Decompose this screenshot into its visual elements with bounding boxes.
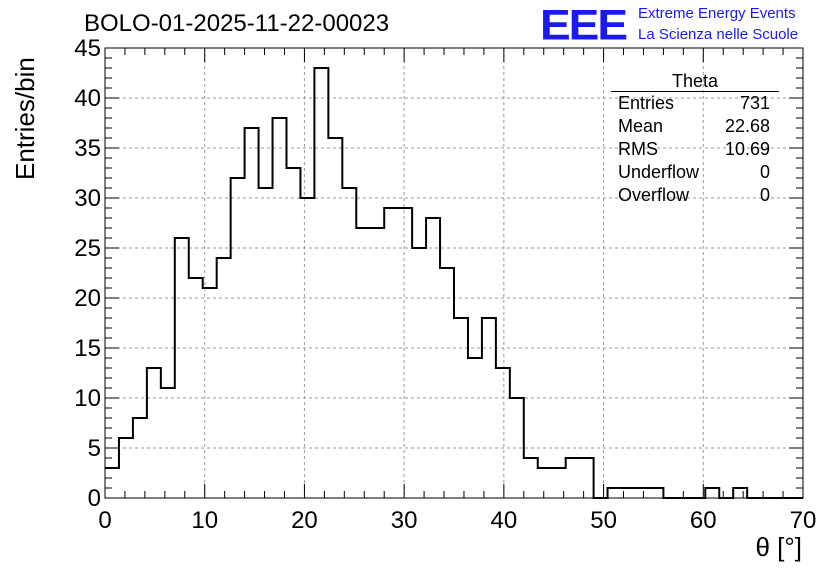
x-tick-label: 40 xyxy=(491,507,518,534)
stats-label: Entries xyxy=(618,93,675,113)
y-tick-label: 10 xyxy=(74,385,101,412)
x-tick-label: 30 xyxy=(391,507,418,534)
y-tick-label: 20 xyxy=(74,285,101,312)
x-tick-label: 10 xyxy=(191,507,218,534)
stats-label: RMS xyxy=(618,139,658,159)
x-axis-label: θ [°] xyxy=(755,532,802,562)
y-tick-label: 40 xyxy=(74,85,101,112)
stats-label: Mean xyxy=(618,116,664,136)
x-tick-label: 60 xyxy=(690,507,717,534)
x-tick-label: 50 xyxy=(590,507,617,534)
stats-value: 0 xyxy=(759,162,770,182)
y-tick-label: 35 xyxy=(74,135,101,162)
y-tick-label: 0 xyxy=(88,485,101,512)
y-tick-label: 25 xyxy=(74,235,101,262)
logo-caption: Extreme Energy Events La Scienza nelle S… xyxy=(638,3,798,45)
x-tick-label: 70 xyxy=(790,507,817,534)
stats-label: Overflow xyxy=(618,185,690,205)
logo-caption-line1: Extreme Energy Events xyxy=(638,5,796,22)
logo-caption-line2: La Scienza nelle Scuole xyxy=(638,26,799,43)
stats-value: 731 xyxy=(739,93,770,113)
histogram-series xyxy=(105,67,803,499)
plot-frame xyxy=(104,47,804,499)
y-tick-label: 45 xyxy=(74,35,101,62)
stats-row-rms: RMS 10.69 xyxy=(611,138,779,161)
stats-row-underflow: Underflow 0 xyxy=(611,161,779,184)
x-tick-label: 0 xyxy=(98,507,111,534)
chart-title: BOLO-01-2025-11-22-00023 xyxy=(84,10,390,37)
stats-value: 0 xyxy=(759,185,770,205)
stats-label: Underflow xyxy=(618,162,700,182)
y-axis-label: Entries/bin xyxy=(10,57,40,180)
y-tick-label: 5 xyxy=(88,435,101,462)
y-tick-label: 30 xyxy=(74,185,101,212)
stats-value: 10.69 xyxy=(724,139,770,159)
x-tick-label: 20 xyxy=(291,507,318,534)
stats-row-entries: Entries 731 xyxy=(611,92,779,115)
stats-value: 22.68 xyxy=(724,116,770,136)
stats-row-mean: Mean 22.68 xyxy=(611,115,779,138)
eee-logo: EEE xyxy=(540,0,628,49)
stats-box: Theta Entries 731 Mean 22.68 RMS 10.69 U… xyxy=(611,72,779,207)
y-tick-label: 15 xyxy=(74,335,101,362)
stats-title: Theta xyxy=(611,72,779,92)
stats-row-overflow: Overflow 0 xyxy=(611,184,779,207)
